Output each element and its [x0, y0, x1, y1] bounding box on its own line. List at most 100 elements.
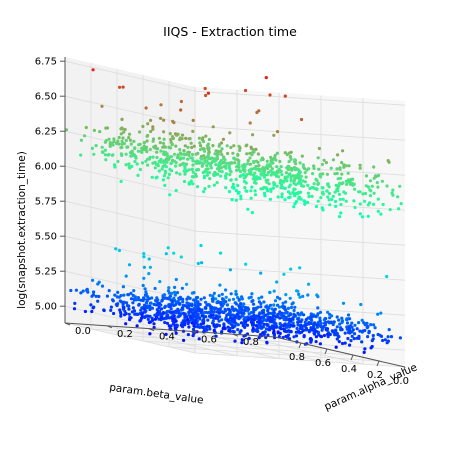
data-point [278, 310, 282, 314]
data-point [344, 164, 348, 168]
data-point [212, 183, 216, 187]
data-point [268, 197, 272, 201]
data-point [252, 180, 257, 185]
data-point [192, 291, 196, 295]
data-point [316, 295, 320, 299]
data-point [202, 190, 206, 194]
data-point [140, 161, 145, 165]
data-point [299, 323, 303, 327]
data-point [333, 190, 337, 194]
data-point [135, 324, 139, 328]
data-point [267, 311, 271, 315]
data-point [339, 211, 343, 215]
data-point [124, 274, 128, 278]
data-point [217, 169, 221, 173]
y-tick-mark [350, 354, 354, 361]
data-point [338, 181, 342, 185]
data-point [178, 301, 182, 306]
data-point [178, 297, 182, 301]
data-point [167, 172, 171, 176]
data-point [229, 170, 233, 174]
data-point [285, 310, 289, 315]
data-point [289, 305, 294, 310]
data-point [372, 323, 376, 327]
data-point [252, 175, 256, 179]
data-point [124, 312, 128, 316]
data-point [290, 317, 295, 321]
data-point [312, 164, 316, 168]
data-point [239, 329, 243, 333]
data-point [319, 196, 323, 200]
data-point [320, 162, 325, 166]
data-point [274, 158, 278, 162]
data-point [396, 195, 400, 199]
data-point [74, 288, 78, 292]
data-point [249, 311, 253, 315]
data-point [269, 155, 273, 159]
data-point [158, 280, 162, 284]
data-point [207, 325, 211, 329]
data-point [314, 329, 318, 333]
data-point [319, 334, 323, 338]
data-point [220, 170, 224, 174]
data-point [346, 313, 351, 317]
data-point [159, 116, 163, 120]
data-point [333, 333, 337, 337]
grid-line [64, 200, 406, 246]
data-point [369, 346, 373, 350]
data-point [193, 301, 197, 305]
data-point [137, 302, 141, 306]
data-point [236, 191, 240, 195]
data-point [310, 194, 314, 198]
data-point [341, 149, 345, 153]
data-point [224, 176, 228, 180]
data-point [227, 298, 231, 302]
data-point [108, 141, 112, 145]
data-point [316, 181, 321, 186]
data-point [265, 340, 269, 344]
data-point [168, 294, 173, 298]
data-point [275, 165, 279, 169]
data-point [306, 191, 310, 195]
data-point [286, 190, 291, 194]
data-point [245, 323, 249, 327]
data-point [205, 325, 209, 329]
data-point [368, 179, 373, 183]
data-point [107, 137, 111, 141]
data-point [344, 179, 348, 183]
data-point [104, 139, 108, 143]
data-point [150, 296, 154, 300]
data-point [250, 211, 254, 215]
data-point [264, 166, 268, 170]
data-point [216, 149, 220, 153]
data-point [121, 136, 125, 140]
data-point [289, 323, 293, 327]
data-point [303, 200, 307, 204]
data-point [292, 192, 296, 196]
data-point [248, 156, 252, 160]
data-point [197, 337, 201, 341]
data-point [130, 154, 134, 158]
data-point [178, 172, 182, 176]
data-point [334, 345, 338, 349]
data-point [173, 299, 177, 303]
data-point [153, 317, 157, 321]
data-point [203, 160, 207, 164]
data-point [133, 146, 137, 150]
data-point [398, 336, 402, 340]
data-point [301, 163, 305, 167]
data-point [291, 321, 295, 325]
data-point [181, 161, 185, 165]
data-point [252, 313, 256, 317]
data-point [335, 337, 339, 341]
data-point [191, 170, 195, 174]
data-point [314, 340, 318, 344]
data-point [102, 308, 106, 312]
data-point [168, 132, 172, 136]
data-point [221, 326, 225, 330]
data-point [103, 148, 107, 152]
data-point [359, 302, 363, 307]
data-point [174, 319, 178, 323]
data-point [94, 144, 98, 148]
data-point [197, 136, 201, 140]
